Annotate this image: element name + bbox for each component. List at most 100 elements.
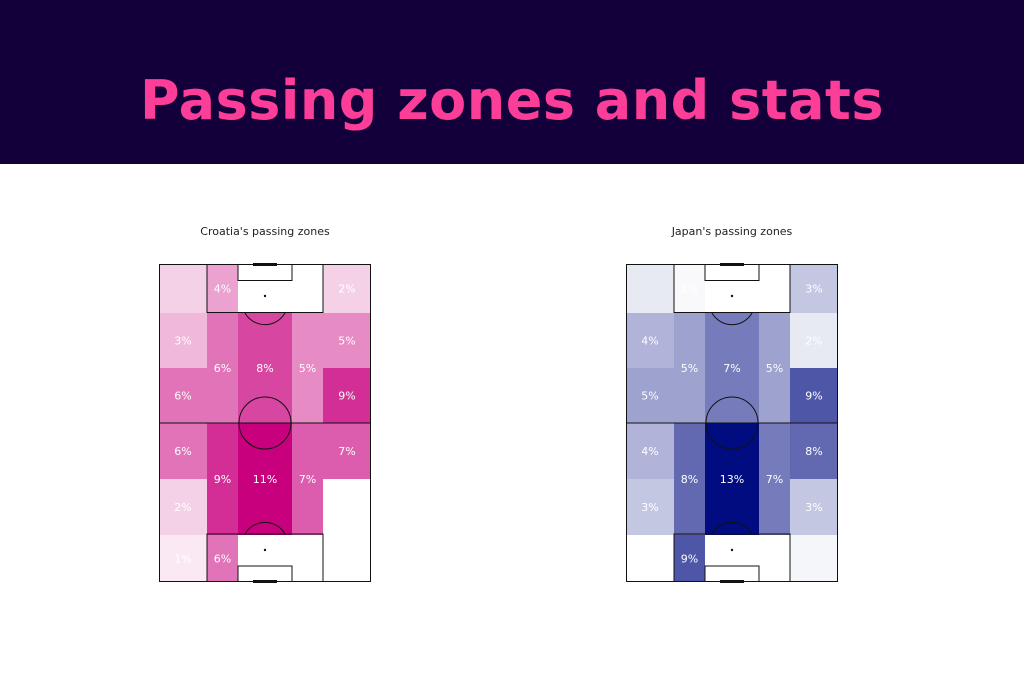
- heatmap-zone: [159, 264, 207, 313]
- zone-value-label: 8%: [256, 362, 273, 375]
- zone-value-label: 5%: [641, 390, 658, 403]
- page-title: Passing zones and stats: [140, 69, 884, 132]
- bottom-penalty-spot: [730, 548, 734, 552]
- zone-value-label: 2%: [805, 335, 822, 348]
- top-penalty-spot: [730, 294, 734, 298]
- heatmap-zone: [323, 535, 371, 582]
- zone-value-label: 9%: [805, 390, 822, 403]
- zone-value-label: 5%: [681, 362, 698, 375]
- zone-value-label: 6%: [174, 390, 191, 403]
- zone-value-label: 5%: [338, 335, 355, 348]
- zone-value-label: 1%: [681, 283, 698, 296]
- heatmap-zone: [159, 535, 207, 582]
- heatmap-zone: [674, 535, 705, 582]
- centre-circle: [705, 396, 759, 450]
- zone-value-label: 1%: [641, 553, 658, 566]
- zone-value-label: 3%: [805, 283, 822, 296]
- heatmap-zone: [790, 479, 838, 535]
- zone-value-label: 4%: [641, 445, 658, 458]
- heatmap-zone: [159, 313, 207, 368]
- top-six-yard-box: [237, 264, 293, 281]
- zone-value-label: 3%: [641, 501, 658, 514]
- zone-value-label: 1%: [174, 553, 191, 566]
- heatmap-zone: [790, 423, 838, 479]
- heatmap-zone: [207, 264, 238, 313]
- zone-value-label: 9%: [338, 390, 355, 403]
- heatmap-zone: [674, 313, 705, 423]
- heatmap-zone: [323, 313, 371, 368]
- zone-value-label: 1%: [338, 501, 355, 514]
- heatmap-zone: [626, 535, 674, 582]
- heatmap-zones: [159, 264, 371, 582]
- heatmap-zone: [674, 264, 705, 313]
- zone-value-label: 13%: [720, 473, 744, 486]
- heatmap-zone: [292, 423, 323, 535]
- croatia-pitch-heatmap: 3% 6% 6% 2% 1% 4% 6% 9% 6% 8% 11% 5% 7% 2% 5% 9% 7% 1% 0%: [159, 263, 371, 583]
- heatmap-zone: [207, 313, 238, 423]
- chart-title: Croatia's passing zones: [200, 225, 330, 238]
- heatmap-zone: [626, 313, 674, 368]
- zone-value-label: 4%: [641, 335, 658, 348]
- zone-value-label: 9%: [214, 473, 231, 486]
- heatmap-zone: [292, 313, 323, 423]
- zone-value-label: 2%: [338, 283, 355, 296]
- bottom-six-yard-box: [704, 565, 760, 582]
- zone-value-label: 8%: [681, 473, 698, 486]
- zone-value-label: 6%: [214, 362, 231, 375]
- bottom-goal: [253, 580, 277, 583]
- zone-value-label: 3%: [174, 335, 191, 348]
- heatmap-zone: [159, 368, 207, 423]
- zone-value-label: 5%: [299, 362, 316, 375]
- zone-value-label: 3%: [805, 501, 822, 514]
- top-penalty-arc: [244, 312, 286, 326]
- heatmap-zone: [323, 423, 371, 479]
- heatmap-zone: [323, 368, 371, 423]
- bottom-penalty-arc: [244, 521, 286, 535]
- top-penalty-spot: [263, 294, 267, 298]
- heatmap-zone: [323, 264, 371, 313]
- centre-circle: [238, 396, 292, 450]
- zone-value-label: 7%: [299, 473, 316, 486]
- zone-value-label: 4%: [214, 283, 231, 296]
- top-goal: [253, 263, 277, 266]
- top-six-yard-box: [704, 264, 760, 281]
- heatmap-zone: [790, 313, 838, 368]
- heatmap-zone: [626, 423, 674, 479]
- chart-title: Japan's passing zones: [671, 225, 793, 238]
- heatmap-zone: [626, 479, 674, 535]
- zone-labels: 4% 5% 4% 3% 1% 1% 5% 8% 9% 7% 13% 5% 7% 3% 2% 9% 8% 3%: [641, 283, 822, 566]
- zone-value-label: 7%: [766, 473, 783, 486]
- bottom-penalty-arc: [711, 521, 753, 535]
- bottom-six-yard-box: [237, 565, 293, 582]
- zone-value-label: 6%: [174, 445, 191, 458]
- heatmap-zone: [207, 535, 238, 582]
- zone-value-label: 0%: [338, 553, 355, 566]
- heatmap-zone: [674, 423, 705, 535]
- heatmap-zone: [759, 423, 790, 535]
- heatmap-zone: [207, 423, 238, 535]
- bottom-goal: [720, 580, 744, 583]
- zone-value-label: 5%: [766, 362, 783, 375]
- heatmap-zone: [626, 368, 674, 423]
- bottom-penalty-spot: [263, 548, 267, 552]
- zone-value-label: 7%: [723, 362, 740, 375]
- zone-value-label: 7%: [338, 445, 355, 458]
- zone-value-label: 8%: [805, 445, 822, 458]
- zone-labels: 3% 6% 6% 2% 1% 4% 6% 9% 6% 8% 11% 5% 7% 2% 5% 9% 7% 1% 0%: [174, 283, 355, 566]
- heatmap-zone: [759, 313, 790, 423]
- heatmap-zone: [626, 264, 674, 313]
- zone-value-label: 11%: [253, 473, 277, 486]
- heatmap-zone: [790, 264, 838, 313]
- top-goal: [720, 263, 744, 266]
- zone-value-label: 6%: [214, 553, 231, 566]
- heatmap-zone: [790, 535, 838, 582]
- top-penalty-arc: [711, 312, 753, 326]
- heatmap-zone: [790, 368, 838, 423]
- zone-value-label: 2%: [174, 501, 191, 514]
- zone-value-label: 9%: [681, 553, 698, 566]
- heatmap-zone: [323, 479, 371, 535]
- japan-pitch-heatmap: 4% 5% 4% 3% 1% 1% 5% 8% 9% 7% 13% 5% 7% 3% 2% 9% 8% 3%: [626, 263, 838, 583]
- heatmap-zone: [159, 479, 207, 535]
- header-banner: Passing zones and stats: [0, 0, 1024, 164]
- heatmap-zone: [159, 423, 207, 479]
